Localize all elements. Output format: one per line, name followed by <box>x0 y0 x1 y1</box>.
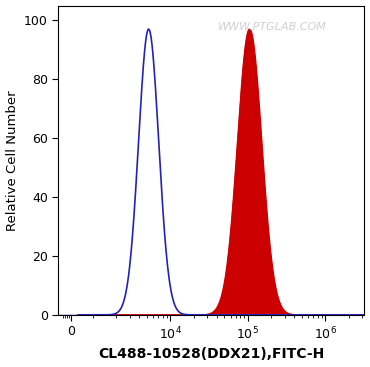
X-axis label: CL488-10528(DDX21),FITC-H: CL488-10528(DDX21),FITC-H <box>98 348 324 361</box>
Y-axis label: Relative Cell Number: Relative Cell Number <box>6 90 18 230</box>
Text: WWW.PTGLAB.COM: WWW.PTGLAB.COM <box>218 22 327 32</box>
